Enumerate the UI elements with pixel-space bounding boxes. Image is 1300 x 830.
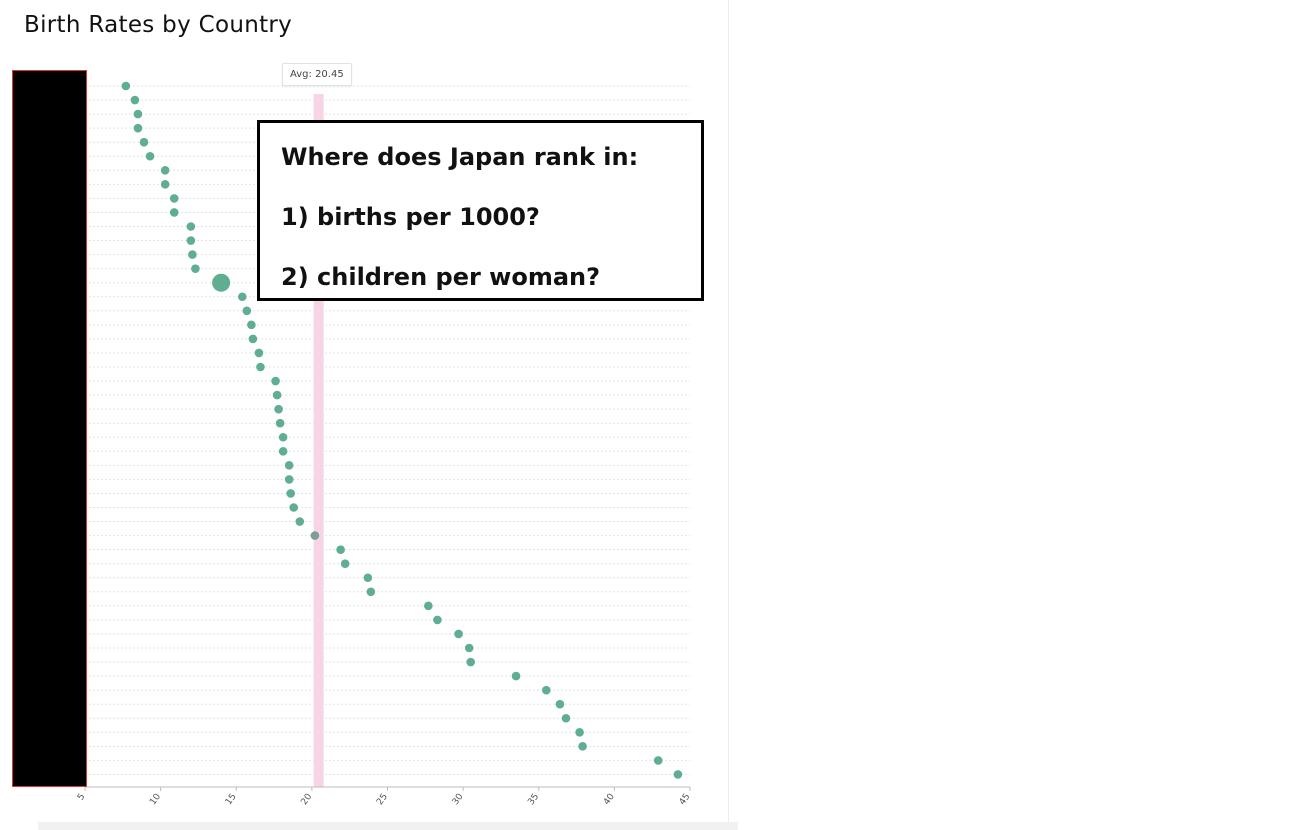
question-overlay: Where does Japan rank in: 1) births per …: [257, 120, 704, 301]
data-point: [238, 292, 247, 302]
question-line-3: 2) children per woman?: [281, 263, 601, 291]
x-tick-label: 45: [678, 792, 693, 807]
data-point: [248, 334, 258, 344]
x-tick-label: 20: [300, 792, 315, 807]
data-point: [186, 236, 196, 245]
data-point: [278, 432, 288, 442]
average-tooltip: Avg: 20.45: [282, 63, 352, 86]
data-point: [121, 81, 131, 91]
x-tick-label: 40: [602, 792, 617, 807]
country-labels-redaction: [12, 70, 87, 787]
data-point: [160, 166, 170, 175]
data-point: [673, 770, 683, 779]
data-point: [363, 573, 373, 583]
data-point: [284, 475, 294, 484]
bottom-scrollbar[interactable]: [38, 822, 738, 830]
data-point: [191, 264, 200, 273]
data-point: [139, 137, 149, 147]
data-point: [274, 404, 283, 414]
data-point: [275, 418, 285, 428]
data-point: [424, 601, 433, 611]
data-point: [272, 390, 282, 400]
data-point: [242, 306, 252, 316]
data-point: [340, 559, 350, 568]
x-tick-label: 25: [375, 792, 390, 807]
data-point: [653, 756, 663, 765]
data-point: [289, 503, 299, 512]
data-point: [160, 180, 170, 189]
data-point: [561, 713, 571, 723]
data-point: [169, 194, 179, 203]
question-line-1: Where does Japan rank in:: [281, 143, 639, 171]
data-point: [336, 545, 345, 554]
data-point: [130, 95, 140, 105]
chart-title: Birth Rates by Country: [24, 12, 293, 38]
data-point: [188, 250, 197, 259]
question-line-2: 1) births per 1000?: [281, 203, 540, 231]
data-point: [575, 728, 584, 737]
scatter-plot: 5 10 15 20 25 30 35 40 45: [76, 81, 693, 807]
x-tick-label: 10: [148, 792, 163, 807]
data-point: [454, 629, 463, 639]
data-point: [466, 657, 475, 667]
average-band: [313, 94, 324, 787]
data-point: [247, 320, 256, 330]
data-point: [254, 348, 264, 358]
data-point: [278, 447, 288, 456]
chart-card: Birth Rates by Country 5 10 15 20 25 30 35 40 45…: [12, 0, 729, 822]
data-point: [555, 699, 565, 709]
data-point: [271, 376, 280, 386]
x-tick-label: 5: [76, 792, 87, 802]
data-point: [145, 151, 155, 161]
x-tick-label: 30: [451, 792, 466, 807]
data-point: [310, 531, 320, 540]
data-point: [511, 671, 521, 681]
x-tick-label: 15: [224, 792, 239, 807]
data-point: [169, 208, 179, 217]
data-point: [133, 123, 143, 133]
data-point: [366, 587, 376, 597]
data-point: [133, 109, 143, 119]
highlighted-data-point: [212, 273, 231, 292]
data-point: [284, 461, 294, 470]
x-tick-label: 35: [526, 792, 541, 807]
data-point: [186, 222, 196, 231]
data-point: [295, 517, 305, 526]
data-point: [256, 362, 265, 372]
data-point: [578, 742, 587, 751]
data-point: [464, 643, 474, 653]
data-point: [286, 489, 296, 498]
data-point: [542, 685, 551, 695]
data-point: [433, 615, 442, 625]
